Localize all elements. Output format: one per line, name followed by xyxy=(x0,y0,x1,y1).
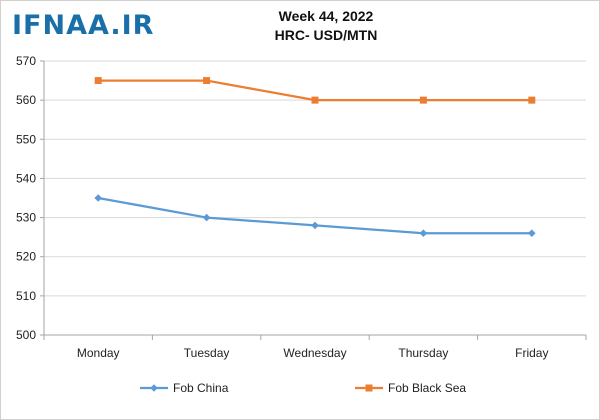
data-point-fob-china xyxy=(94,194,102,202)
chart-subtitle: HRC- USD/MTN xyxy=(275,27,378,43)
legend-swatch-marker xyxy=(150,384,158,392)
data-point-fob-black-sea xyxy=(203,77,211,85)
data-point-fob-black-sea xyxy=(419,96,427,104)
y-tick-label: 550 xyxy=(16,132,36,146)
data-point-fob-china xyxy=(311,221,319,230)
legend-label: Fob Black Sea xyxy=(388,381,466,395)
x-tick-label: Tuesday xyxy=(184,346,230,360)
y-tick-label: 510 xyxy=(16,289,36,303)
data-point-fob-black-sea xyxy=(94,77,102,85)
y-tick-label: 520 xyxy=(16,250,36,264)
series-fob-china xyxy=(94,194,536,238)
ifnaa-logo: IFNAA.IR xyxy=(12,10,154,41)
axes: 500 510 520 530 540 550 560 570 Monday Tuesday Wed… xyxy=(16,54,587,360)
y-tick-label: 560 xyxy=(16,93,36,107)
legend-swatch-marker xyxy=(365,384,373,392)
data-point-fob-china xyxy=(202,213,211,222)
data-point-fob-black-sea xyxy=(528,96,536,104)
y-tick-label: 530 xyxy=(16,211,36,225)
x-tick-label: Wednesday xyxy=(283,346,346,360)
series-fob-black-sea xyxy=(94,77,536,104)
legend-label: Fob China xyxy=(173,381,229,395)
data-point-fob-china xyxy=(528,229,536,238)
x-tick-label: Monday xyxy=(77,346,120,360)
data-point-fob-black-sea xyxy=(311,96,319,104)
y-tick-label: 500 xyxy=(16,328,36,342)
y-tick-label: 570 xyxy=(16,54,36,68)
legend: Fob China Fob Black Sea xyxy=(140,381,466,395)
legend-item-fob-china: Fob China xyxy=(140,381,229,395)
chart-title: Week 44, 2022 xyxy=(279,8,374,24)
x-tick-label: Thursday xyxy=(398,346,448,360)
legend-item-fob-black-sea: Fob Black Sea xyxy=(355,381,466,395)
series-group xyxy=(94,77,536,238)
x-tick-label: Friday xyxy=(515,346,548,360)
data-point-fob-china xyxy=(419,229,428,238)
y-tick-label: 540 xyxy=(16,171,36,185)
